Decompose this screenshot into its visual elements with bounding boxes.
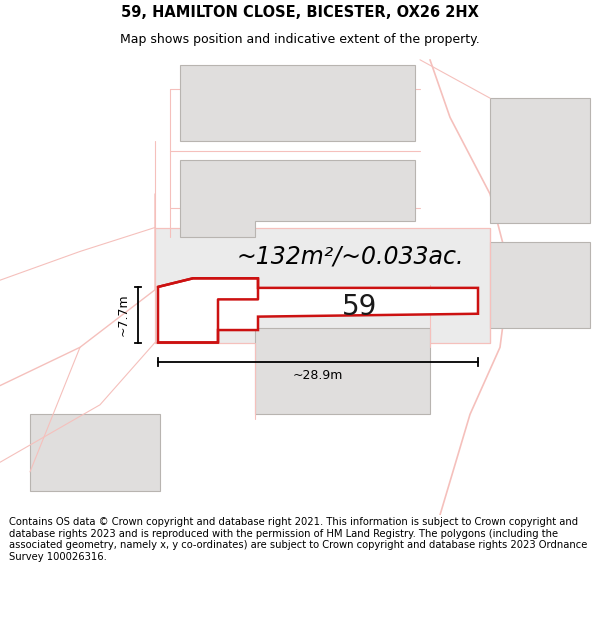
Polygon shape <box>490 242 590 328</box>
Polygon shape <box>155 228 490 342</box>
Text: ~7.7m: ~7.7m <box>117 293 130 336</box>
Text: 59: 59 <box>343 293 377 321</box>
Text: Contains OS data © Crown copyright and database right 2021. This information is : Contains OS data © Crown copyright and d… <box>9 518 587 562</box>
Polygon shape <box>180 161 415 237</box>
Text: 59, HAMILTON CLOSE, BICESTER, OX26 2HX: 59, HAMILTON CLOSE, BICESTER, OX26 2HX <box>121 4 479 19</box>
Text: Map shows position and indicative extent of the property.: Map shows position and indicative extent… <box>120 33 480 46</box>
Polygon shape <box>158 278 478 342</box>
Polygon shape <box>490 98 590 222</box>
Text: ~132m²/~0.033ac.: ~132m²/~0.033ac. <box>236 244 464 268</box>
Polygon shape <box>255 328 430 414</box>
Polygon shape <box>30 414 160 491</box>
Polygon shape <box>180 64 415 141</box>
Text: ~28.9m: ~28.9m <box>293 369 343 382</box>
